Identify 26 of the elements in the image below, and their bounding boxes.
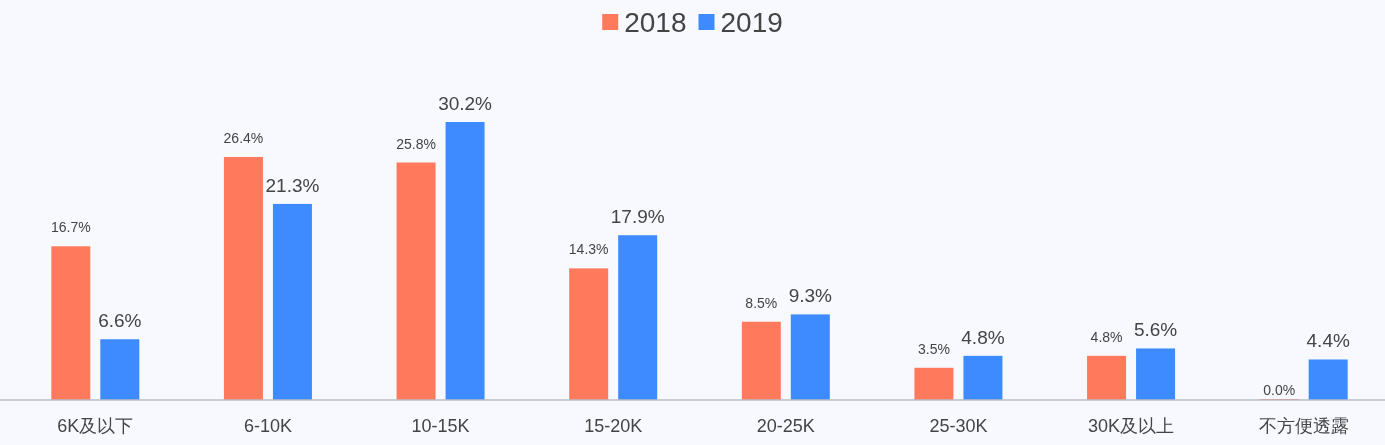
data-label: 9.3% — [788, 285, 833, 307]
x-tick-label: 25-30K — [929, 416, 988, 436]
x-tick-label: 10-15K — [411, 416, 470, 436]
data-label: 3.5% — [917, 340, 950, 357]
data-label: 25.8% — [396, 135, 436, 152]
data-label: 6.6% — [98, 310, 142, 332]
data-label: 16.7% — [50, 219, 91, 236]
data-label: 17.9% — [610, 206, 665, 228]
x-tick-label: 不方便透露 — [1258, 416, 1349, 436]
data-label: 14.3% — [568, 241, 609, 258]
data-label: 26.4% — [223, 129, 264, 146]
x-tick-label: 6-10K — [243, 416, 292, 436]
x-tick-label: 6K及以下 — [57, 416, 134, 436]
data-label: 4.8% — [1090, 328, 1123, 345]
data-label: 0.0% — [1263, 382, 1296, 398]
x-tick-label: 20-25K — [756, 416, 815, 436]
x-tick-label: 15-20K — [584, 416, 643, 436]
legend-label: 2019 — [720, 7, 783, 38]
legend-label: 2018 — [624, 7, 687, 38]
x-tick-label: 30K及以上 — [1088, 416, 1175, 436]
data-label: 4.4% — [1306, 330, 1350, 352]
data-label: 21.3% — [265, 174, 320, 196]
data-label: 8.5% — [745, 294, 778, 311]
data-label: 30.2% — [438, 93, 493, 114]
data-label: 4.8% — [961, 326, 1005, 348]
data-label: 5.6% — [1133, 319, 1178, 341]
